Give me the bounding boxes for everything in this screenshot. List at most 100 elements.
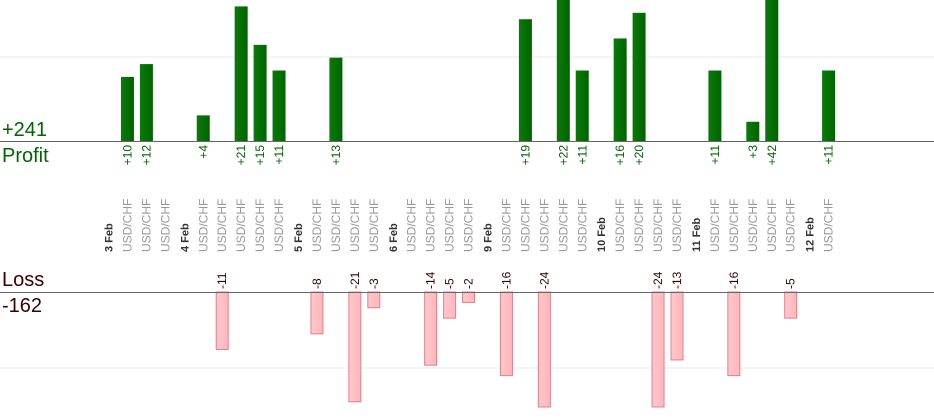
category-label: USD/CHF: [822, 199, 836, 252]
loss-bar: [670, 291, 684, 361]
category-label: USD/CHF: [765, 199, 779, 252]
loss-bar: [367, 291, 381, 309]
loss-value-label: -3: [367, 278, 381, 289]
category-label: USD/CHF: [443, 199, 457, 252]
loss-bar: [499, 291, 513, 377]
profit-value-label: +11: [708, 145, 722, 165]
profit-value-label: +21: [234, 145, 248, 166]
category-label: USD/CHF: [367, 199, 381, 252]
category-label: USD/CHF: [613, 199, 627, 252]
category-label: USD/CHF: [499, 199, 513, 252]
category-label: USD/CHF: [746, 199, 760, 252]
category-label: USD/CHF: [234, 199, 248, 252]
loss-bar: [462, 291, 476, 303]
category-label: USD/CHF: [329, 199, 343, 252]
profit-bar: [518, 19, 532, 141]
date-label: 5 Feb: [293, 223, 305, 252]
profit-bar: [708, 70, 722, 141]
category-label: USD/CHF: [575, 199, 589, 252]
profit-bar: [632, 12, 646, 142]
profit-bar: [196, 115, 210, 141]
category-label: USD/CHF: [727, 199, 741, 252]
loss-value-label: -13: [670, 271, 684, 289]
category-label: USD/CHF: [784, 199, 798, 252]
loss-bar: [784, 291, 798, 319]
profit-bar: [272, 70, 286, 141]
profit-value-label: +11: [272, 145, 286, 165]
category-label: USD/CHF: [139, 199, 153, 252]
category-label: USD/CHF: [196, 199, 210, 252]
date-label: 12 Feb: [805, 217, 817, 252]
date-label: 4 Feb: [179, 223, 191, 252]
profit-bar: [120, 76, 134, 141]
profit-bar: [139, 64, 153, 141]
profit-bar: [556, 0, 570, 141]
category-label: USD/CHF: [215, 199, 229, 252]
category-label: USD/CHF: [158, 199, 172, 252]
category-label: USD/CHF: [272, 199, 286, 252]
profit-bar: [613, 38, 627, 141]
grid-lines: [0, 56, 934, 369]
profit-bar: [822, 70, 836, 141]
category-label: USD/CHF: [518, 199, 532, 252]
profit-value-label: +10: [120, 145, 134, 166]
profit-bar: [329, 57, 343, 141]
loss-total: -162: [2, 295, 43, 317]
profit-value-label: +19: [518, 145, 532, 166]
category-label: USD/CHF: [556, 199, 570, 252]
profit-total: +241: [2, 119, 48, 141]
profit-value-label: +15: [253, 145, 267, 166]
category-label: USD/CHF: [424, 199, 438, 252]
profit-label: Profit: [2, 145, 49, 167]
loss-value-label: -16: [727, 271, 741, 289]
category-label: USD/CHF: [462, 199, 476, 252]
loss-value-label: -24: [537, 271, 551, 289]
category-label: USD/CHF: [405, 199, 419, 252]
category-label: USD/CHF: [708, 199, 722, 252]
profit-bar: [253, 44, 267, 142]
profit-bar: [746, 121, 760, 141]
loss-value-label: -21: [348, 271, 362, 289]
profit-value-label: +16: [613, 145, 627, 166]
loss-bar: [424, 291, 438, 366]
loss-value-label: -16: [499, 271, 513, 289]
loss-value-label: -24: [651, 271, 665, 289]
date-label: 3 Feb: [104, 223, 116, 252]
value-labels: +10 +12 +4 -11 +21 +15 +11 -8 +13 -21 -3 -14 -5 -2 -16…: [120, 145, 835, 289]
category-labels: 3 Feb USD/CHF USD/CHF USD/CHF 4 Feb USD/CHF US…: [104, 199, 836, 252]
category-label: USD/CHF: [310, 199, 324, 252]
baselines: [0, 141, 934, 293]
category-label: USD/CHF: [651, 199, 665, 252]
profit-bar: [765, 0, 779, 141]
loss-bar: [443, 291, 457, 319]
category-label: USD/CHF: [253, 199, 267, 252]
loss-bar: [651, 291, 665, 408]
loss-value-label: -2: [462, 278, 476, 289]
loss-bar: [727, 291, 741, 377]
loss-bar: [537, 291, 551, 408]
loss-label: Loss: [2, 269, 45, 291]
profit-value-label: +13: [329, 145, 343, 166]
date-label: 6 Feb: [388, 223, 400, 252]
category-label: USD/CHF: [348, 199, 362, 252]
profit-value-label: +42: [765, 145, 779, 166]
loss-bar: [310, 291, 324, 335]
loss-value-label: -11: [215, 272, 229, 289]
category-label: USD/CHF: [120, 199, 134, 252]
profit-value-label: +12: [139, 145, 153, 166]
category-label: USD/CHF: [670, 199, 684, 252]
profit-value-label: +11: [822, 145, 836, 165]
loss-bar: [215, 291, 229, 350]
profit-value-label: +20: [632, 145, 646, 166]
profit-value-label: +4: [196, 145, 210, 159]
loss-bar: [348, 291, 362, 403]
profit-bars: [120, 0, 836, 142]
category-label: USD/CHF: [537, 199, 551, 252]
loss-value-label: -8: [310, 278, 324, 289]
date-label: 9 Feb: [483, 223, 495, 252]
profit-bar: [234, 6, 248, 142]
loss-value-label: -14: [424, 271, 438, 289]
profit-bar: [575, 70, 589, 141]
